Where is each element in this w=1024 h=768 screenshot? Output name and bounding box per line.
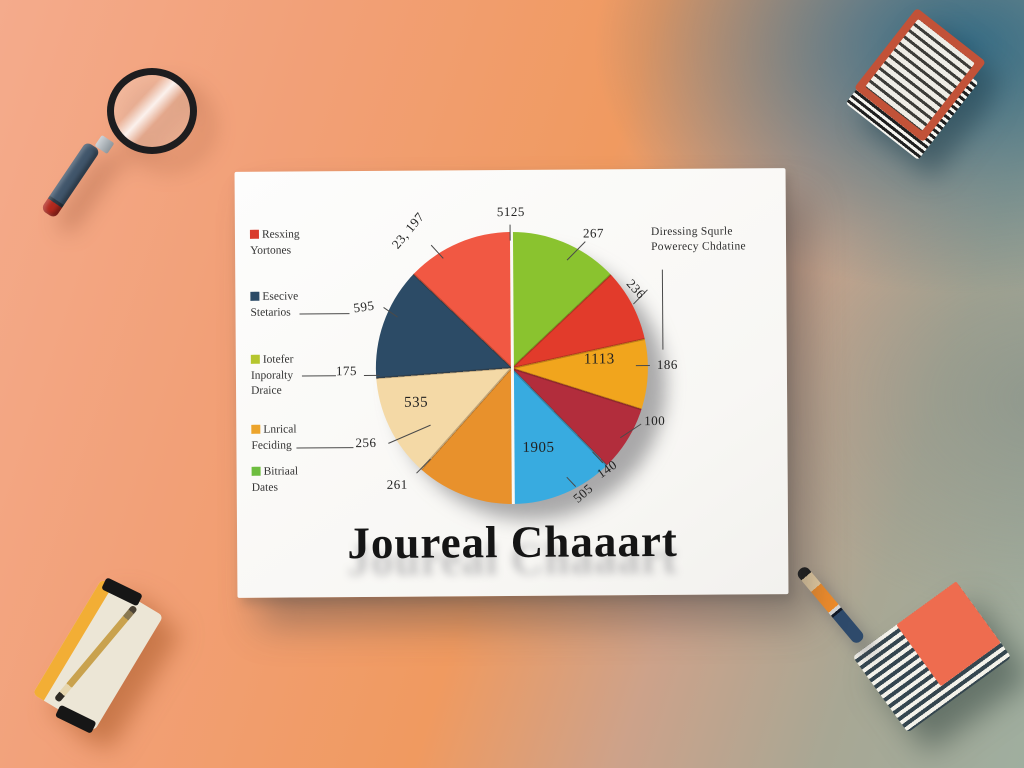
legend-item: Resxing Yortones xyxy=(249,227,375,259)
legend-item-line: Stetarios xyxy=(250,306,291,319)
legend-item-line: Dates xyxy=(251,481,278,494)
legend-item-line: Resxing xyxy=(249,227,375,243)
annotation-line-2: Powerecy Chdatine xyxy=(651,240,746,254)
annotation-text: Diressing Squrle Powerecy Chdatine xyxy=(651,224,781,255)
label-leader-line xyxy=(661,269,664,350)
legend-color-swatch xyxy=(249,229,259,239)
slice-callout-label: 100 xyxy=(644,412,666,429)
notepad-board xyxy=(32,577,164,734)
legend-item-line: Inporalty xyxy=(250,369,294,382)
slice-callout-label: 186 xyxy=(656,356,678,372)
legend-item: Bitriaal Dates xyxy=(251,464,377,496)
book-icon xyxy=(845,7,1000,160)
legend-item-line: Draice xyxy=(251,384,282,397)
notepad-clip-bottom xyxy=(54,704,97,734)
magnifier-lens xyxy=(107,68,197,154)
legend-item: Iotefer Inporalty Draice xyxy=(250,352,376,399)
magnifier-handle xyxy=(40,141,101,219)
slice-value-label: 1113 xyxy=(583,351,615,368)
pencil-icon xyxy=(790,550,880,665)
legend-item: Esecive Stetarios xyxy=(250,289,375,321)
legend-item-line: Bitriaal xyxy=(251,464,377,480)
legend-item-line: Iotefer xyxy=(250,352,376,368)
legend-color-swatch xyxy=(251,424,261,434)
pencil-body xyxy=(795,564,866,646)
legend-color-swatch xyxy=(250,354,260,364)
label-leader-line xyxy=(635,365,650,367)
legend-item: Lnrical Feciding xyxy=(251,422,376,454)
chart-title: Joureal Chaaart xyxy=(347,515,678,569)
legend-item-line: Yortones xyxy=(250,244,292,257)
slice-callout-label: 261 xyxy=(386,476,408,492)
book-stack-top-cover xyxy=(896,581,1001,687)
slice-callout-label: 23, 197 xyxy=(388,209,428,252)
notepad-icon xyxy=(28,577,198,748)
slice-value-label: 1905 xyxy=(522,439,555,456)
legend-color-swatch xyxy=(250,291,260,301)
notepad-clip-top xyxy=(101,577,143,607)
legend-item-line: Feciding xyxy=(251,439,292,452)
legend-color-swatch xyxy=(251,466,261,476)
slice-callout-label: 5125 xyxy=(496,203,525,220)
magnifying-glass-icon xyxy=(40,60,215,230)
label-leader-line xyxy=(509,224,511,241)
slice-callout-label: 267 xyxy=(582,225,605,241)
chart-card: 5125 23, 197 267 236 186 100 140 505 261 256 175 59… xyxy=(234,168,789,598)
pie-annotations-layer: 5125 23, 197 267 236 186 100 140 505 261 256 175 59… xyxy=(235,168,786,506)
legend-item-line: Lnrical xyxy=(251,422,376,438)
slice-value-label: 535 xyxy=(404,394,429,411)
annotation-line-1: Diressing Squrle xyxy=(650,225,733,239)
legend-item-line: Esecive xyxy=(250,289,375,305)
